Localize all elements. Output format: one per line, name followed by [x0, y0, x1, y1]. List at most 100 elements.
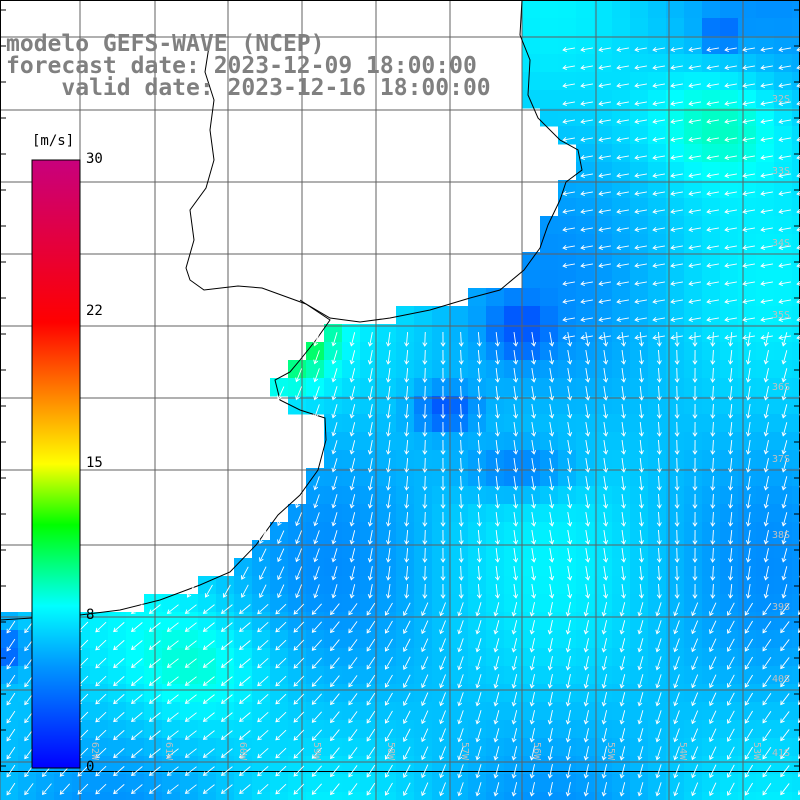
direction-arrow	[580, 155, 593, 160]
direction-arrow	[728, 475, 734, 491]
direction-arrow	[313, 332, 320, 347]
field-cell	[702, 126, 721, 145]
direction-arrow	[476, 385, 482, 401]
direction-arrow	[724, 83, 737, 88]
direction-arrow	[562, 65, 575, 70]
direction-arrow	[745, 332, 751, 347]
direction-arrow	[781, 530, 788, 545]
field-cell	[540, 306, 559, 325]
direction-arrow	[634, 191, 647, 196]
direction-arrow	[710, 511, 716, 527]
direction-arrow	[673, 746, 680, 761]
field-cell	[630, 18, 649, 37]
direction-arrow	[797, 682, 800, 688]
direction-arrow	[781, 368, 788, 383]
field-cell	[342, 738, 361, 757]
field-cell	[522, 54, 541, 73]
direction-arrow	[549, 548, 555, 563]
direction-arrow	[710, 403, 716, 419]
direction-arrow	[476, 421, 482, 437]
field-cell	[180, 720, 199, 739]
direction-arrow	[616, 317, 629, 322]
field-cell	[198, 756, 217, 775]
field-cell	[666, 378, 685, 397]
direction-arrow	[652, 245, 665, 250]
direction-arrow	[531, 566, 537, 581]
field-cell	[36, 792, 55, 800]
field-cell	[558, 468, 577, 487]
direction-arrow	[673, 728, 680, 743]
direction-arrow	[348, 603, 358, 616]
field-cell	[324, 378, 343, 397]
field-cell	[180, 702, 199, 721]
direction-arrow	[422, 457, 428, 473]
field-cell	[486, 396, 505, 415]
direction-arrow	[367, 404, 373, 419]
field-cell	[702, 36, 721, 55]
direction-arrow	[295, 548, 303, 563]
field-cell	[576, 0, 595, 19]
direction-arrow	[476, 493, 482, 509]
field-cell	[414, 432, 433, 451]
field-cell	[594, 180, 613, 199]
field-cell	[306, 648, 325, 667]
direction-arrow	[634, 245, 647, 250]
field-cell	[378, 486, 397, 505]
field-cell	[630, 90, 649, 109]
direction-arrow	[367, 422, 373, 437]
direction-arrow	[349, 494, 356, 509]
direction-arrow	[762, 656, 772, 670]
direction-arrow	[762, 782, 772, 796]
direction-arrow	[549, 332, 555, 347]
direction-arrow	[706, 47, 719, 52]
field-cell	[630, 198, 649, 217]
direction-arrow	[547, 620, 553, 635]
field-cell	[234, 576, 253, 595]
field-cell	[504, 504, 523, 523]
direction-arrow	[692, 367, 698, 383]
direction-arrow	[95, 729, 107, 741]
direction-arrow	[710, 565, 716, 581]
field-cell	[756, 738, 775, 757]
direction-arrow	[580, 101, 593, 106]
field-cell	[522, 486, 541, 505]
direction-arrow	[724, 335, 737, 340]
field-cell	[720, 162, 739, 181]
direction-arrow	[531, 584, 537, 599]
direction-arrow	[220, 622, 233, 632]
field-cell	[450, 360, 469, 379]
field-cell	[702, 738, 721, 757]
direction-arrow	[404, 547, 410, 563]
field-cell	[612, 702, 631, 721]
direction-arrow	[494, 367, 500, 383]
colorbar-tick-8: 8	[86, 607, 95, 623]
direction-arrow	[634, 83, 647, 88]
field-cell	[396, 504, 415, 523]
field-cell	[270, 738, 289, 757]
direction-arrow	[220, 730, 233, 740]
field-cell	[738, 18, 757, 37]
field-cell	[558, 720, 577, 739]
direction-arrow	[458, 529, 464, 545]
direction-arrow	[422, 349, 428, 365]
field-cell	[630, 342, 649, 361]
direction-arrow	[493, 674, 500, 689]
field-cell	[324, 756, 343, 775]
direction-arrow	[95, 639, 107, 651]
direction-arrow	[601, 764, 608, 779]
direction-arrow	[511, 656, 518, 671]
direction-arrow	[240, 584, 249, 598]
direction-arrow	[763, 584, 769, 599]
direction-arrow	[778, 47, 791, 52]
field-cell	[486, 360, 505, 379]
direction-arrow	[130, 676, 143, 687]
field-cell	[432, 720, 451, 739]
field-cell	[306, 594, 325, 613]
direction-arrow	[760, 83, 773, 88]
field-cell	[630, 594, 649, 613]
direction-arrow	[652, 191, 665, 196]
field-cell	[396, 432, 415, 451]
field-cell	[360, 378, 379, 397]
field-cell	[774, 558, 793, 577]
field-cell	[738, 306, 757, 325]
